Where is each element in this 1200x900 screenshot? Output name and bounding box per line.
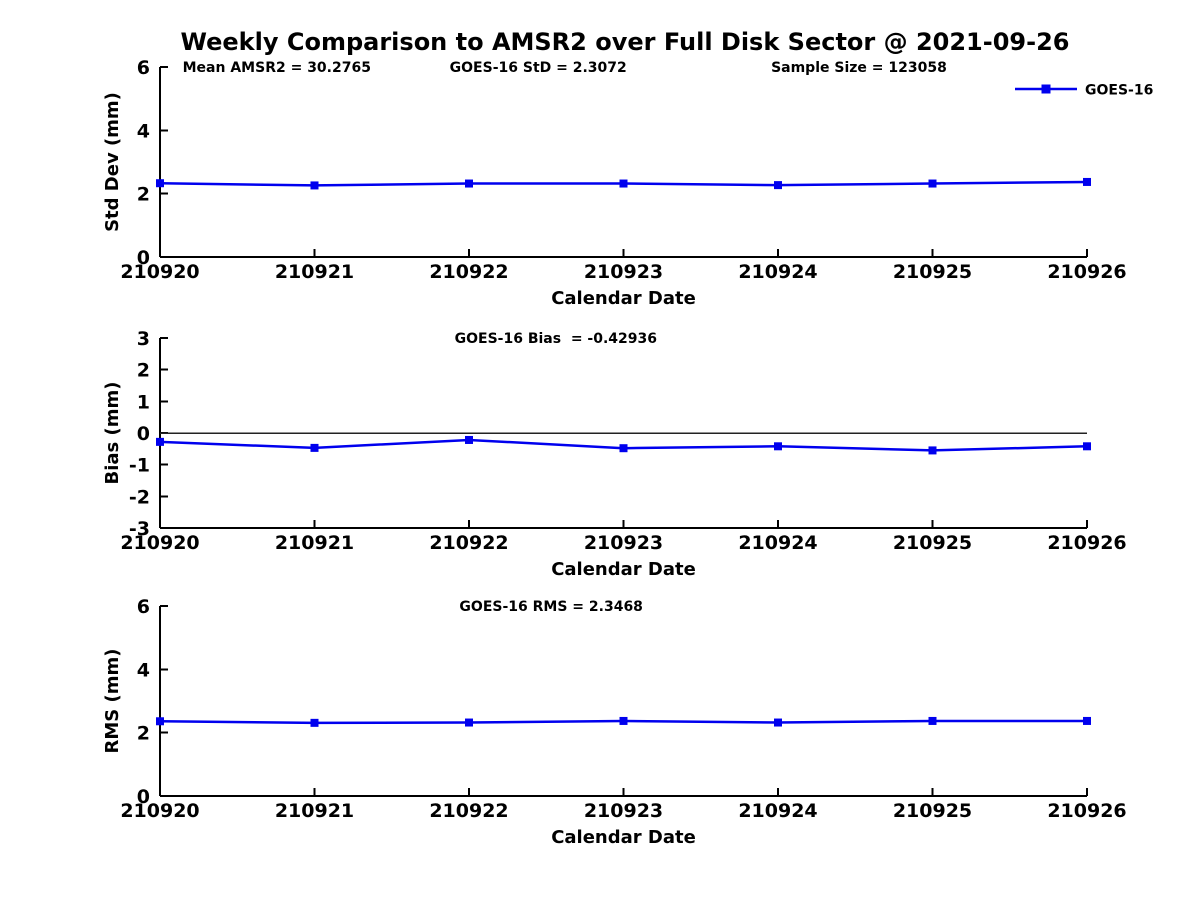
y-tick-label: 0 (137, 423, 150, 445)
annotation-text: GOES-16 Bias = -0.42936 (455, 331, 657, 347)
data-point-marker (928, 179, 937, 188)
y-tick-label: 4 (137, 659, 150, 681)
y-tick-label: 0 (137, 786, 150, 808)
chart-rms: 0 2 4 6 210920 210921 210922 210923 210924 210925… (102, 596, 1127, 848)
y-axis-title: Std Dev (mm) (102, 92, 123, 232)
x-tick-label: 210922 (429, 532, 508, 554)
annotation-text: GOES-16 StD = 2.3072 (450, 60, 627, 76)
data-point-marker (928, 446, 937, 455)
x-tick-label: 210922 (429, 261, 508, 283)
data-point-marker (774, 442, 782, 451)
x-tick-label: 210923 (584, 261, 663, 283)
data-point-marker (1083, 442, 1091, 451)
legend-marker (1041, 84, 1051, 94)
y-axis-title: Bias (mm) (102, 382, 123, 485)
data-point-marker (465, 179, 473, 188)
x-tick-label: 210924 (738, 261, 817, 283)
x-axis-title: Calendar Date (551, 827, 696, 848)
y-axis-title: RMS (mm) (102, 649, 123, 754)
x-tick-label: 210926 (1047, 800, 1126, 822)
x-tick-label: 210921 (275, 261, 354, 283)
data-point-marker (310, 718, 319, 727)
x-tick-label: 210925 (893, 532, 972, 554)
y-tick-label: 2 (137, 184, 150, 206)
data-point-marker (156, 717, 164, 726)
chart-std-dev: 0 2 4 6 210920 210921 210922 210923 210924 210925… (102, 57, 1153, 309)
x-tick-label: 210926 (1047, 261, 1126, 283)
y-tick-label: 2 (137, 360, 150, 382)
data-point-marker (774, 181, 782, 190)
page-title: Weekly Comparison to AMSR2 over Full Dis… (180, 28, 1070, 56)
data-point-marker (310, 443, 319, 452)
x-tick-label: 210924 (738, 532, 817, 554)
data-point-marker (465, 435, 473, 444)
x-tick-label: 210925 (893, 261, 972, 283)
x-axis-title: Calendar Date (551, 559, 696, 580)
legend-label: GOES-16 (1085, 83, 1153, 99)
y-tick-label: -2 (129, 486, 150, 508)
y-tick-label: 2 (137, 723, 150, 745)
y-tick-label: 1 (137, 391, 150, 413)
x-tick-label: 210920 (120, 800, 199, 822)
x-tick-label: 210922 (429, 800, 508, 822)
y-tick-label: 6 (137, 596, 150, 618)
y-tick-label: 0 (137, 247, 150, 269)
x-tick-label: 210925 (893, 800, 972, 822)
x-axis-title: Calendar Date (551, 288, 696, 309)
x-tick-label: 210920 (120, 532, 199, 554)
y-tick-label: -3 (129, 518, 150, 540)
y-tick-label: 3 (137, 328, 150, 350)
data-point-marker (156, 179, 164, 188)
data-point-marker (619, 179, 628, 188)
y-tick-label: 4 (137, 120, 150, 142)
data-point-marker (465, 718, 473, 727)
x-tick-label: 210924 (738, 800, 817, 822)
x-tick-label: 210926 (1047, 532, 1126, 554)
data-point-marker (619, 444, 628, 453)
data-point-marker (1083, 716, 1091, 725)
x-tick-label: 210921 (275, 532, 354, 554)
x-tick-label: 210923 (584, 800, 663, 822)
annotation-text: Mean AMSR2 = 30.2765 (183, 60, 371, 76)
annotation-text: GOES-16 RMS = 2.3468 (459, 599, 643, 615)
data-point-marker (1083, 177, 1091, 186)
x-tick-label: 210921 (275, 800, 354, 822)
annotation-text: Sample Size = 123058 (771, 60, 947, 76)
data-point-marker (928, 716, 937, 725)
x-tick-label: 210923 (584, 532, 663, 554)
y-tick-label: -1 (129, 455, 150, 477)
data-point-marker (619, 716, 628, 725)
data-point-marker (156, 437, 164, 446)
x-tick-label: 210920 (120, 261, 199, 283)
data-point-marker (774, 718, 782, 727)
y-tick-label: 6 (137, 57, 150, 79)
chart-bias: -3 -2 -1 0 1 2 3 210920 210921 210922 210923 210924… (102, 328, 1127, 580)
legend: GOES-16 (1015, 83, 1153, 99)
data-point-marker (310, 181, 319, 190)
